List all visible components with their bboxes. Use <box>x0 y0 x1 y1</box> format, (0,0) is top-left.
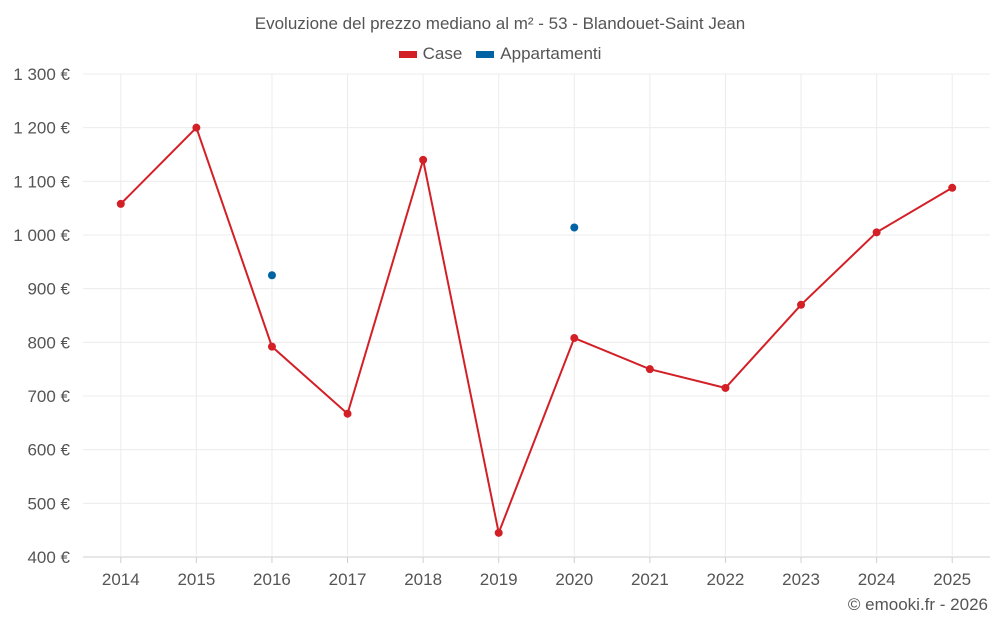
legend-swatch-appartamenti <box>476 50 495 58</box>
x-tick-label: 2023 <box>782 570 820 589</box>
data-point-case <box>494 528 503 537</box>
x-tick-label: 2016 <box>253 570 291 589</box>
chart-title: Evoluzione del prezzo mediano al m² - 53… <box>254 14 746 33</box>
data-point-appartamenti <box>267 271 276 280</box>
data-point-appartamenti <box>570 223 579 232</box>
legend-label-case: Case <box>422 44 463 63</box>
legend-item-case[interactable]: Case <box>398 44 463 64</box>
legend: Case Appartamenti <box>0 44 1000 64</box>
y-tick-label: 800 € <box>27 333 70 352</box>
legend-label-appartamenti: Appartamenti <box>500 44 602 63</box>
y-tick-label: 1 300 € <box>13 65 70 84</box>
data-point-case <box>721 383 730 392</box>
x-tick-label: 2022 <box>707 570 745 589</box>
x-tick-label: 2014 <box>102 570 140 589</box>
x-tick-label: 2020 <box>555 570 593 589</box>
data-point-case <box>267 342 276 351</box>
legend-item-appartamenti[interactable]: Appartamenti <box>476 44 601 64</box>
y-tick-label: 1 000 € <box>13 226 70 245</box>
data-point-case <box>116 199 125 208</box>
x-tick-label: 2021 <box>631 570 669 589</box>
data-point-case <box>343 409 352 418</box>
y-tick-label: 500 € <box>27 494 70 513</box>
y-tick-label: 1 100 € <box>13 172 70 191</box>
x-tick-label: 2015 <box>177 570 215 589</box>
y-tick-label: 900 € <box>27 280 70 299</box>
data-point-case <box>192 123 201 132</box>
data-point-case <box>797 300 806 309</box>
legend-swatch-case <box>398 50 417 58</box>
y-tick-label: 600 € <box>27 441 70 460</box>
x-tick-label: 2024 <box>858 570 896 589</box>
data-point-case <box>872 228 881 237</box>
y-tick-label: 700 € <box>27 387 70 406</box>
data-point-case <box>419 155 428 164</box>
x-tick-label: 2025 <box>933 570 971 589</box>
copyright-footer: © emooki.fr - 2026 <box>847 595 988 614</box>
data-point-case <box>645 365 654 374</box>
x-tick-label: 2019 <box>480 570 518 589</box>
y-tick-label: 1 200 € <box>13 119 70 138</box>
data-point-case <box>570 334 579 343</box>
series-line-case <box>120 125 953 537</box>
data-point-case <box>948 183 957 192</box>
x-tick-label: 2017 <box>329 570 367 589</box>
y-tick-label: 400 € <box>27 548 70 567</box>
x-tick-label: 2018 <box>404 570 442 589</box>
